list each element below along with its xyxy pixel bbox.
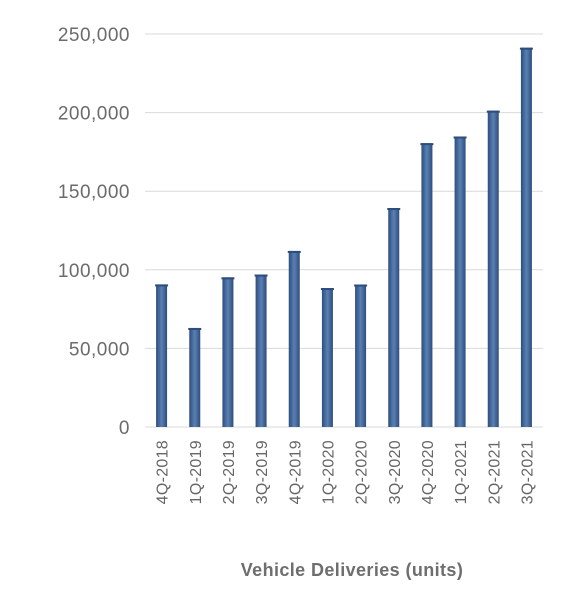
- bar: [287, 250, 301, 427]
- gridlines: [145, 33, 543, 428]
- bar-body: [487, 110, 499, 427]
- bar: [221, 277, 235, 427]
- x-tick-label: 1Q-2019: [188, 440, 205, 504]
- x-axis-title: Vehicle Deliveries (units): [241, 560, 464, 580]
- bars: [155, 47, 533, 428]
- bar-cap: [287, 250, 301, 253]
- bar-body: [454, 136, 466, 428]
- bar-cap: [519, 47, 533, 50]
- bar-cap: [221, 277, 235, 280]
- bar-body: [321, 288, 333, 427]
- bar-cap: [486, 110, 500, 113]
- x-tick-label: 4Q-2019: [287, 440, 304, 504]
- bar-cap: [354, 284, 368, 287]
- bar: [354, 284, 368, 427]
- bar-body: [388, 208, 400, 427]
- bar: [387, 208, 401, 427]
- bar: [188, 327, 202, 427]
- bar: [155, 284, 169, 427]
- bar: [420, 143, 434, 427]
- bar-body: [255, 274, 267, 427]
- bar-cap: [320, 288, 334, 291]
- bar-body: [156, 284, 168, 427]
- y-tick-label: 150,000: [58, 182, 130, 203]
- bar-body: [288, 250, 300, 427]
- bar: [320, 288, 334, 427]
- bar-cap: [188, 327, 202, 330]
- y-axis-tick-labels: 0 50,000 100,000 150,000 200,000 250,000: [58, 25, 130, 439]
- bar-body: [520, 47, 532, 428]
- bar-body: [222, 277, 234, 427]
- bar: [453, 136, 467, 428]
- x-tick-label: 3Q-2019: [254, 440, 271, 504]
- bar: [486, 110, 500, 427]
- bar-cap: [254, 274, 268, 277]
- x-tick-label: 2Q-2020: [354, 440, 371, 504]
- bar: [519, 47, 533, 428]
- y-tick-label: 200,000: [58, 104, 130, 125]
- bar-cap: [155, 284, 169, 287]
- x-tick-label: 3Q-2020: [387, 440, 404, 504]
- x-tick-label: 3Q-2021: [519, 440, 536, 504]
- bar-cap: [453, 136, 467, 139]
- bar-cap: [420, 143, 434, 146]
- x-tick-label: 2Q-2019: [221, 440, 238, 504]
- bar-body: [421, 143, 433, 427]
- x-tick-label: 2Q-2021: [486, 440, 503, 504]
- x-axis-tick-labels: 4Q-2018 1Q-2019 2Q-2019 3Q-2019 4Q-2019 1Q-20…: [155, 440, 537, 504]
- y-tick-label: 100,000: [58, 261, 130, 282]
- bar: [254, 274, 268, 427]
- x-tick-label: 1Q-2020: [320, 440, 337, 504]
- bar-body: [189, 327, 201, 427]
- bar-cap: [387, 208, 401, 211]
- y-tick-label: 0: [119, 418, 130, 439]
- x-tick-label: 1Q-2021: [453, 440, 470, 504]
- bar-body: [355, 284, 367, 427]
- x-tick-label: 4Q-2020: [420, 440, 437, 504]
- y-tick-label: 250,000: [58, 25, 130, 46]
- x-tick-label: 4Q-2018: [155, 440, 172, 504]
- y-tick-label: 50,000: [69, 339, 130, 360]
